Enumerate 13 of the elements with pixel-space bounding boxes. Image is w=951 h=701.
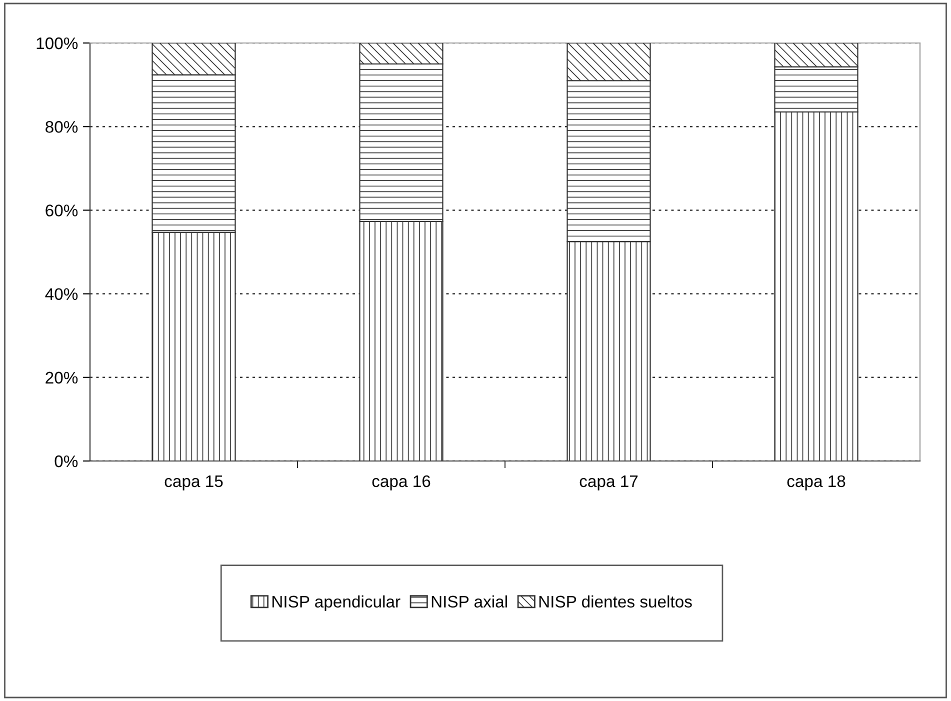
x-tick-label: capa 17 bbox=[580, 476, 638, 490]
y-tick-label: 100% bbox=[36, 37, 78, 50]
x-tick-label: capa 16 bbox=[372, 475, 430, 490]
legend-label: NISP dientes sueltos bbox=[539, 595, 692, 608]
legend-label: NISP apendicular bbox=[272, 595, 400, 611]
legend-label: NISP axial bbox=[432, 595, 507, 608]
y-tick-label: 20% bbox=[46, 372, 78, 384]
y-tick-label: 80% bbox=[46, 121, 78, 133]
y-tick-label: 60% bbox=[46, 204, 78, 216]
y-tick-label: 0% bbox=[54, 455, 78, 468]
x-tick-label: capa 15 bbox=[164, 476, 223, 490]
y-tick-label: 40% bbox=[45, 288, 78, 300]
x-tick-label: capa 18 bbox=[787, 475, 846, 490]
